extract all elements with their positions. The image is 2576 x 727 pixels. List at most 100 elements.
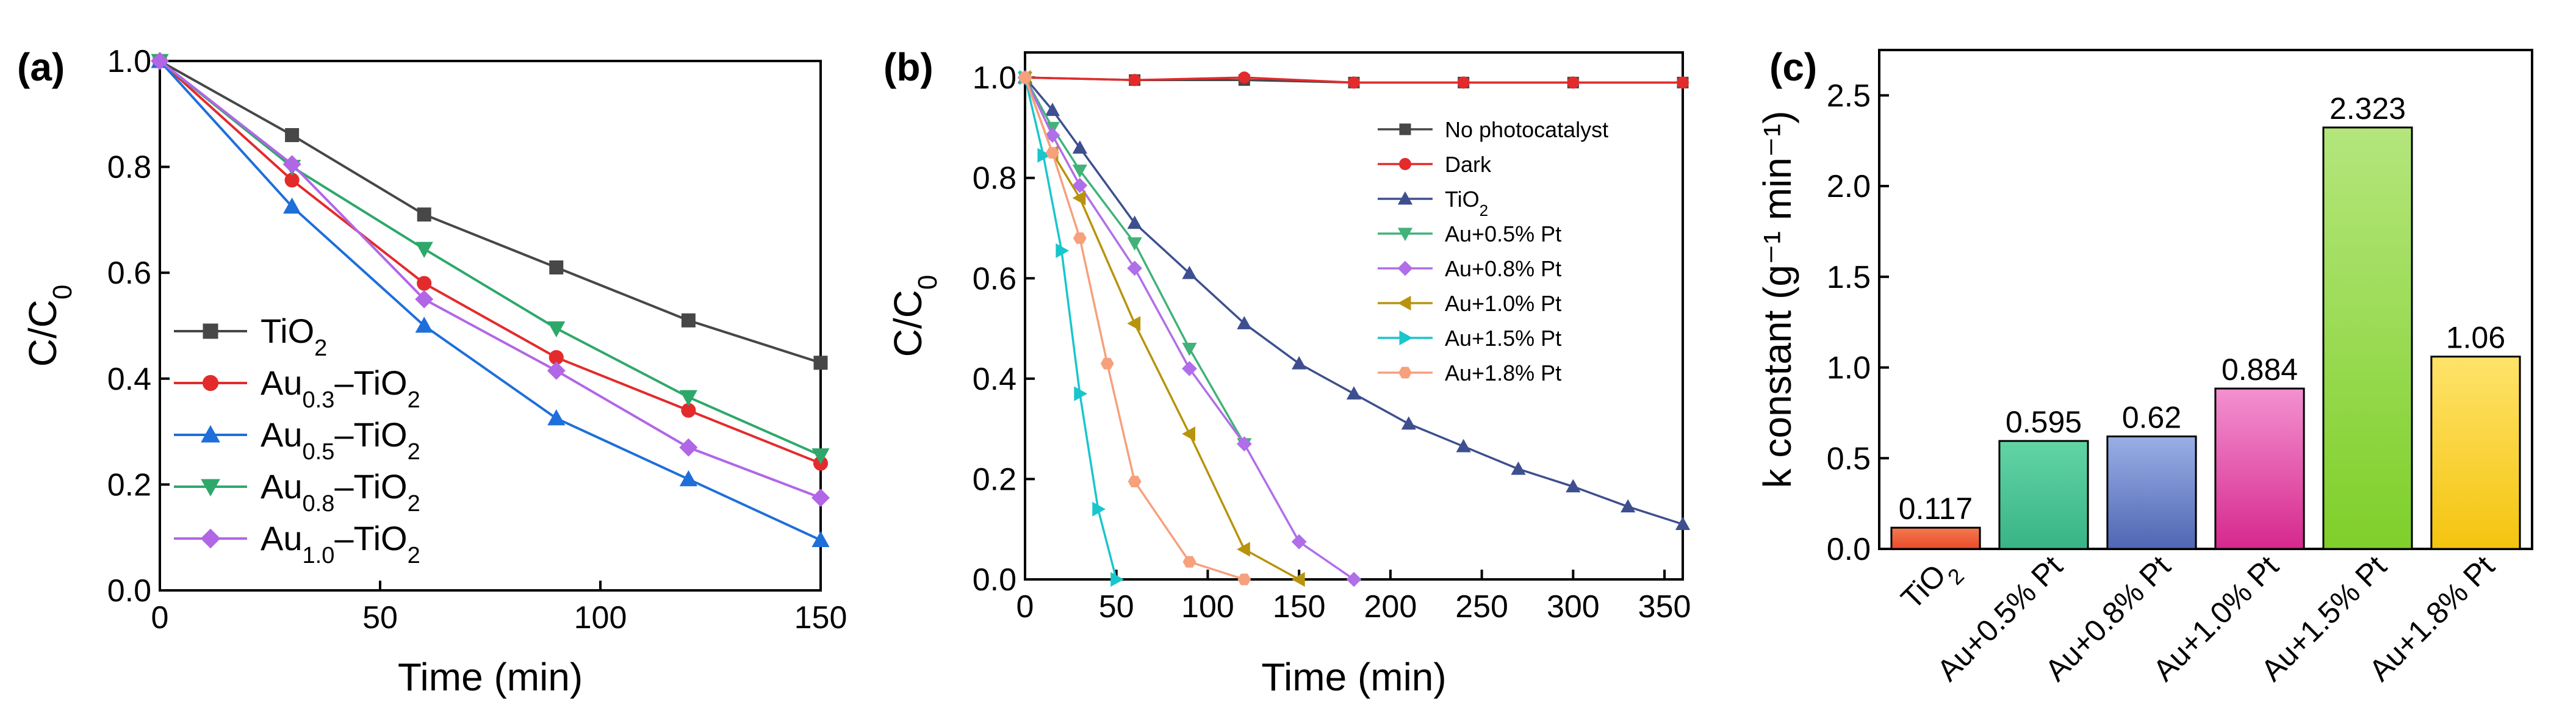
panel-label: (a)	[17, 45, 65, 89]
series-line	[1024, 77, 1355, 581]
legend-label: TiO2	[261, 312, 327, 361]
data-point	[1675, 517, 1691, 530]
series-Au+1.0% Pt	[1017, 70, 1305, 587]
legend-marker	[200, 528, 221, 549]
data-point	[1238, 71, 1251, 84]
legend-marker	[1397, 260, 1413, 276]
x-tick-label: 50	[362, 600, 398, 636]
data-point	[417, 276, 432, 291]
data-point	[1456, 439, 1471, 453]
legend-marker	[203, 323, 218, 339]
data-point	[679, 470, 697, 487]
bar	[1890, 526, 1981, 550]
data-point	[1073, 232, 1087, 244]
data-point	[811, 531, 830, 548]
data-point	[1110, 571, 1124, 587]
data-point	[811, 448, 830, 465]
bar	[2322, 126, 2413, 550]
data-point	[1127, 237, 1142, 251]
x-tick-label: 200	[1364, 589, 1417, 625]
panel-c: 0.0 0.5 1.0 1.5 2.0 2.5 (c) k constant (g⁻¹ min…	[1755, 45, 2533, 687]
data-point	[1045, 102, 1060, 116]
data-point	[547, 361, 566, 380]
data-point	[1346, 571, 1362, 587]
data-point	[1045, 127, 1060, 143]
series-line	[159, 60, 821, 465]
y-tick-label: 0.4	[107, 362, 151, 397]
data-point	[1566, 479, 1581, 493]
bar	[2214, 387, 2305, 550]
legend-label: Au+1.0% Pt	[1445, 291, 1561, 316]
legend-label: Au1.0–TiO2	[261, 519, 420, 568]
y-tick-label: 0.5	[1827, 441, 1871, 476]
bar-value-label: 0.117	[1899, 492, 1973, 526]
category-label: TiO2	[1894, 549, 1969, 623]
legend-marker	[1397, 191, 1413, 205]
data-point	[549, 260, 564, 275]
data-point	[282, 155, 301, 174]
data-point	[415, 317, 433, 333]
series-line	[1024, 77, 1245, 445]
data-point	[1128, 74, 1141, 87]
data-point	[1677, 76, 1689, 89]
series-Au1.0–TiO2	[150, 51, 830, 507]
y-tick-label: 1.0	[107, 44, 151, 79]
data-point	[1182, 426, 1195, 442]
y-tick-label: 2.5	[1827, 78, 1871, 113]
legend-marker	[1399, 158, 1411, 170]
series-Dark	[1019, 71, 1689, 89]
legend-marker	[202, 374, 219, 392]
data-point	[679, 390, 697, 406]
data-point	[1291, 571, 1305, 587]
data-point	[1074, 386, 1088, 401]
data-point	[1182, 265, 1197, 279]
data-point	[1127, 215, 1142, 229]
y-tick-label: 0.6	[107, 256, 151, 291]
data-point	[1182, 556, 1196, 568]
data-point	[1292, 356, 1307, 370]
series-line	[159, 60, 821, 542]
legend-label: Au+1.8% Pt	[1445, 360, 1561, 385]
legend-marker	[1397, 295, 1411, 311]
bar	[2430, 356, 2521, 550]
series-Au+0.8% Pt	[1017, 70, 1362, 587]
bar-value-label: 0.884	[2222, 353, 2298, 387]
data-point	[813, 356, 828, 370]
data-point	[1237, 542, 1250, 557]
data-point	[415, 242, 433, 258]
y-tick-label: 0.4	[973, 362, 1016, 397]
series-Au0.8–TiO2	[151, 54, 830, 465]
legend: TiO2Au0.3–TiO2Au0.5–TiO2Au0.8–TiO2Au1.0–…	[174, 312, 420, 568]
data-point	[1128, 476, 1142, 488]
series-line	[1024, 77, 1683, 526]
y-tick-label: 0.0	[973, 562, 1016, 598]
data-point	[811, 489, 830, 507]
panel-label: (c)	[1769, 45, 1817, 89]
data-point	[547, 409, 566, 426]
y-tick-label: 0.0	[107, 573, 151, 609]
legend-label: Au0.3–TiO2	[261, 364, 420, 413]
panel-a: 0 50 100 150 0.0 0.2 0.4 0.6 0.8 1.0 (a) Time (min)…	[17, 44, 847, 699]
data-point	[1348, 76, 1360, 89]
y-tick-label: 0.2	[107, 467, 151, 503]
data-point	[283, 197, 301, 214]
bar-value-label: 0.595	[2006, 405, 2082, 439]
x-axis-title: Time (min)	[1261, 655, 1446, 699]
legend-marker	[1398, 367, 1412, 379]
x-tick-label: 100	[1181, 589, 1234, 625]
x-tick-label: 300	[1547, 589, 1600, 625]
data-point	[1237, 573, 1251, 586]
x-tick-label: 350	[1638, 589, 1691, 625]
y-tick-label: 0.8	[973, 161, 1016, 196]
data-point	[547, 321, 566, 338]
bar	[1998, 440, 2089, 550]
legend-marker	[201, 479, 220, 497]
series-Au0.3–TiO2	[152, 53, 829, 471]
data-point	[1182, 360, 1197, 376]
data-point	[150, 51, 170, 71]
y-axis-title: k constant (g⁻¹ min⁻¹)	[1755, 111, 1799, 489]
data-point	[681, 313, 696, 328]
data-point	[1072, 140, 1087, 154]
